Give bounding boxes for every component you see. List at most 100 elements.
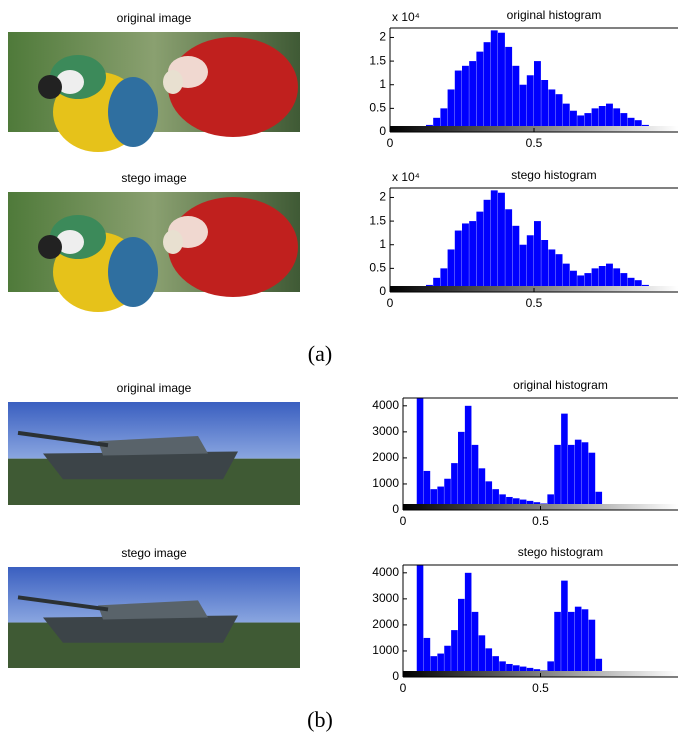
bar	[598, 106, 606, 132]
bar	[454, 70, 462, 132]
photo	[8, 192, 300, 312]
bar	[462, 65, 469, 132]
bar	[451, 630, 458, 677]
tank-hull	[43, 451, 238, 480]
bar	[458, 431, 465, 510]
x-tick-label: 0	[400, 681, 407, 695]
photo	[8, 32, 300, 152]
y-tick-label: 0.5	[369, 261, 386, 275]
x-tick-label: 0	[400, 514, 407, 528]
y-tick-label: 1000	[372, 476, 399, 490]
caption: (a)	[308, 341, 332, 366]
bar	[464, 405, 472, 510]
y-tick-label: 0	[379, 124, 386, 138]
bar	[506, 496, 513, 510]
image-title: original image	[117, 11, 192, 25]
bar	[547, 661, 554, 677]
bar	[591, 108, 599, 132]
y-tick-label: 0	[392, 502, 399, 516]
axis-multiplier: x 10⁴	[392, 170, 420, 184]
bar	[490, 30, 498, 133]
bar	[437, 653, 444, 677]
bar	[519, 84, 527, 132]
bar	[584, 273, 592, 292]
y-tick-label: 3000	[372, 424, 399, 438]
bar	[447, 89, 455, 132]
bar	[561, 413, 568, 510]
bar	[562, 263, 570, 292]
red-parrot-beak	[163, 230, 183, 254]
bar	[541, 240, 549, 292]
y-tick-label: 1.5	[369, 53, 386, 67]
chart-title: original histogram	[507, 8, 602, 22]
bar	[606, 263, 613, 292]
bar	[505, 46, 513, 133]
bar	[554, 611, 561, 677]
bar	[469, 221, 477, 292]
red-parrot-beak	[163, 70, 183, 94]
bar	[519, 244, 527, 292]
y-tick-label: 4000	[372, 565, 399, 579]
beak	[38, 75, 62, 99]
bar	[541, 80, 549, 132]
bar	[485, 481, 493, 510]
photo	[8, 402, 300, 505]
y-tick-label: 0	[392, 669, 399, 683]
bar	[577, 275, 585, 292]
bar	[534, 61, 541, 132]
y-tick-label: 0	[379, 284, 386, 298]
bar	[577, 115, 585, 132]
beak	[38, 235, 62, 259]
bar	[570, 110, 577, 132]
bar	[499, 494, 506, 510]
bar	[485, 648, 493, 677]
bar	[534, 221, 541, 292]
bar	[620, 113, 628, 132]
bar	[483, 199, 491, 292]
bar	[437, 486, 444, 510]
x-tick-label: 0.5	[526, 296, 543, 310]
bar	[499, 661, 506, 677]
bar	[627, 117, 635, 132]
bar	[613, 268, 621, 292]
bar	[568, 611, 575, 677]
bar	[469, 61, 477, 132]
bar	[433, 277, 441, 292]
bar	[490, 190, 498, 292]
bar	[492, 656, 499, 677]
bar	[471, 611, 479, 677]
bar	[627, 277, 635, 292]
bar	[447, 249, 455, 292]
bar	[588, 452, 596, 510]
bar	[444, 645, 451, 677]
bar	[498, 192, 505, 292]
bar	[568, 444, 575, 510]
bar	[433, 117, 441, 132]
bar	[430, 489, 438, 510]
bar	[506, 663, 513, 677]
bar	[561, 580, 568, 677]
bar	[423, 470, 431, 510]
bar	[451, 463, 458, 510]
bar	[440, 108, 448, 132]
parrot-wing	[108, 77, 158, 147]
tank-gun	[17, 595, 109, 612]
x-tick-label: 0	[387, 136, 394, 150]
y-tick-label: 2000	[372, 450, 399, 464]
bar	[430, 656, 438, 677]
bar	[476, 211, 484, 292]
bar	[462, 223, 469, 292]
parrot-face	[56, 70, 84, 94]
y-tick-label: 1000	[372, 643, 399, 657]
axis-multiplier: x 10⁴	[392, 10, 420, 24]
tank-gun	[17, 430, 109, 448]
bar	[458, 598, 465, 677]
chart-title: original histogram	[513, 378, 608, 392]
parrot-face	[56, 230, 84, 254]
bar	[584, 113, 592, 132]
bar	[483, 42, 491, 132]
bar	[444, 478, 451, 510]
x-tick-label: 0.5	[532, 514, 549, 528]
y-tick-label: 2	[379, 30, 386, 44]
bar	[574, 606, 582, 677]
